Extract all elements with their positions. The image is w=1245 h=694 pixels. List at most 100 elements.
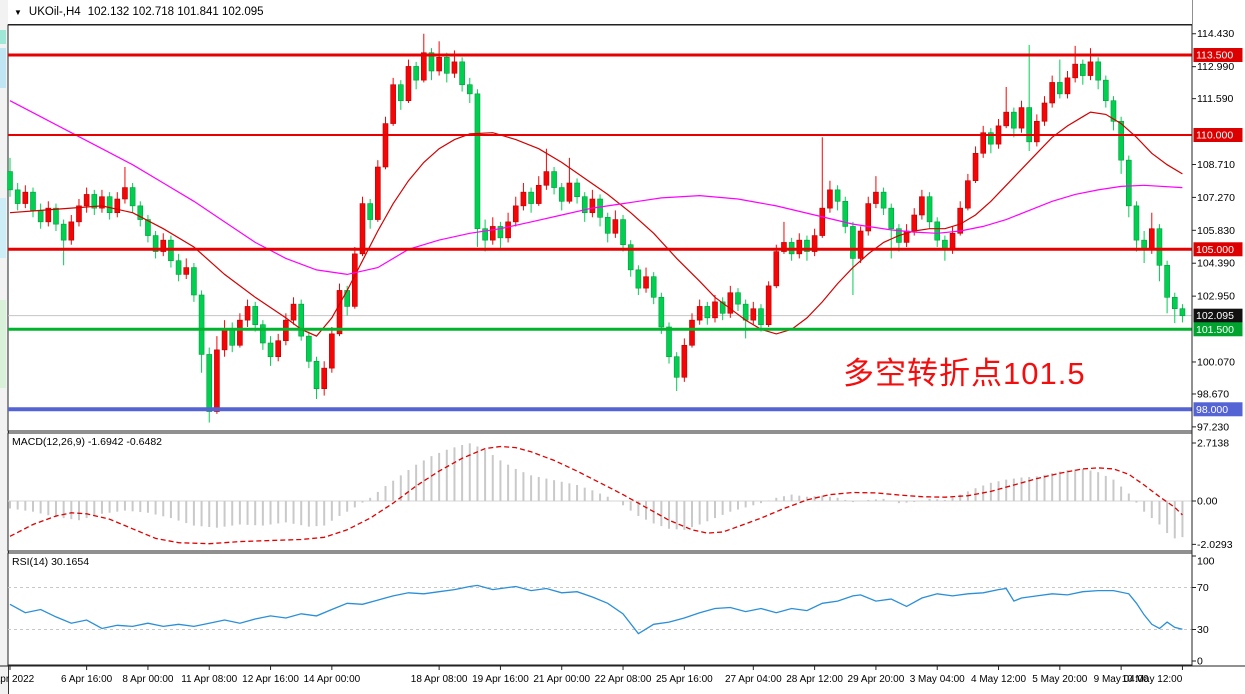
candle-body — [888, 207, 895, 230]
candle-body — [497, 226, 504, 239]
price-badge-label: 98.000 — [1196, 404, 1228, 416]
candle-body — [329, 333, 335, 369]
candle-body — [535, 184, 542, 204]
time-tick-label[interactable]: 4 May 12:00 — [971, 674, 1026, 685]
candle-body — [53, 207, 59, 225]
price-tick-label: 112.990 — [1197, 61, 1234, 73]
candle-body — [1110, 100, 1117, 122]
candle-body — [229, 328, 236, 346]
annotation-text[interactable]: 多空转折点101.5 — [843, 356, 1086, 391]
candle-body — [1118, 120, 1124, 161]
candle-body — [183, 267, 190, 275]
candle-body — [689, 319, 695, 346]
candle-body — [99, 196, 105, 209]
rsi-line — [9, 584, 1183, 635]
candle-body — [551, 171, 557, 188]
time-tick-label[interactable]: 25 Apr 16:00 — [656, 674, 713, 685]
time-tick-label[interactable]: 5 Apr 2022 — [0, 674, 35, 685]
time-tick-label[interactable]: 19 Apr 16:00 — [472, 674, 529, 685]
price-panel[interactable] — [7, 24, 1193, 432]
candle-body — [873, 191, 879, 204]
time-tick-label[interactable]: 22 Apr 08:00 — [595, 674, 652, 685]
candle-body — [1018, 107, 1025, 129]
candle-body — [827, 189, 833, 209]
time-tick-label[interactable]: 6 Apr 16:00 — [61, 674, 113, 685]
candle-body — [880, 191, 887, 209]
candle-body — [796, 239, 803, 255]
time-tick-label[interactable]: 18 Apr 08:00 — [411, 674, 468, 685]
time-tick-label[interactable]: 29 Apr 20:00 — [848, 674, 905, 685]
chevron-down-icon[interactable]: ▼ — [14, 7, 22, 17]
price-badge-105.000 — [1193, 242, 1243, 257]
candle-body — [14, 189, 21, 204]
time-tick-label[interactable]: 11 Apr 08:00 — [181, 674, 237, 685]
time-tick-label[interactable]: 21 Apr 00:00 — [533, 674, 590, 685]
candle-body — [451, 61, 458, 74]
price-tick-label: 98.670 — [1197, 388, 1229, 400]
time-tick-label[interactable]: 14 Apr 00:00 — [303, 674, 360, 685]
candle-body — [336, 290, 343, 335]
candle-body — [1164, 264, 1170, 298]
price-badge-label: 105.000 — [1196, 244, 1234, 256]
candle-body — [45, 207, 52, 223]
candle-body — [114, 198, 121, 214]
price-tick-label: 114.430 — [1197, 28, 1234, 40]
time-tick-label[interactable]: 3 May 04:00 — [910, 674, 965, 685]
price-tick-label: 97.230 — [1197, 421, 1229, 433]
candle-body — [129, 187, 136, 207]
time-tick-label[interactable]: 8 Apr 00:00 — [122, 674, 174, 685]
candle-body — [934, 221, 941, 241]
candle-body — [597, 198, 603, 218]
candle-body — [260, 324, 266, 344]
candle-body — [382, 123, 389, 168]
candle-body — [574, 182, 580, 198]
candle-body — [1156, 228, 1163, 266]
candle-body — [290, 303, 297, 321]
candle-body — [83, 194, 90, 207]
candle-body — [459, 61, 465, 86]
price-badge-label: 113.500 — [1196, 50, 1233, 62]
candle-body — [37, 210, 44, 223]
candle-body — [865, 203, 872, 232]
price-badge-110.000 — [1193, 127, 1243, 142]
candle-body — [919, 196, 925, 216]
candle-body — [313, 360, 320, 390]
candle-body — [122, 187, 128, 200]
candle-body — [1041, 102, 1048, 122]
candle-body — [926, 196, 933, 223]
candle-body — [658, 296, 665, 328]
candle-body — [175, 260, 182, 275]
symbol-ohlc-values: 102.132 102.718 101.841 102.095 — [87, 6, 264, 18]
candle-body — [413, 66, 419, 81]
candle-body — [643, 276, 649, 289]
candle-body — [558, 187, 565, 202]
time-tick-label[interactable]: 12 Apr 16:00 — [242, 674, 299, 685]
candle-body — [612, 219, 619, 234]
rsi-panel[interactable] — [7, 552, 1193, 666]
candle-body — [696, 306, 703, 321]
time-tick-label[interactable]: 27 Apr 04:00 — [725, 674, 782, 685]
candle-body — [980, 132, 987, 154]
time-tick-label[interactable]: 9 May 04:00 — [1094, 674, 1149, 685]
candle-body — [91, 194, 98, 209]
price-badge-101.500 — [1193, 322, 1243, 337]
candle-body — [589, 198, 596, 214]
time-tick-label[interactable]: 5 May 20:00 — [1032, 674, 1087, 685]
price-tick-label: 100.070 — [1197, 356, 1235, 368]
time-tick-label[interactable]: 10 May 12:00 — [1122, 674, 1183, 685]
candle-body — [505, 221, 511, 239]
rsi-tick-label: 0 — [1197, 656, 1203, 668]
candle-body — [1087, 61, 1094, 76]
time-tick-label[interactable]: 28 Apr 12:00 — [786, 674, 843, 685]
price-tick-label: 111.590 — [1197, 93, 1234, 105]
candle-body — [719, 301, 726, 314]
candle-body — [275, 340, 282, 358]
candle-body — [850, 226, 856, 259]
candle-body — [145, 219, 151, 236]
candle-body — [742, 303, 749, 321]
candle-body — [1179, 308, 1186, 316]
candle-body — [773, 251, 780, 287]
candle-body — [428, 52, 435, 72]
